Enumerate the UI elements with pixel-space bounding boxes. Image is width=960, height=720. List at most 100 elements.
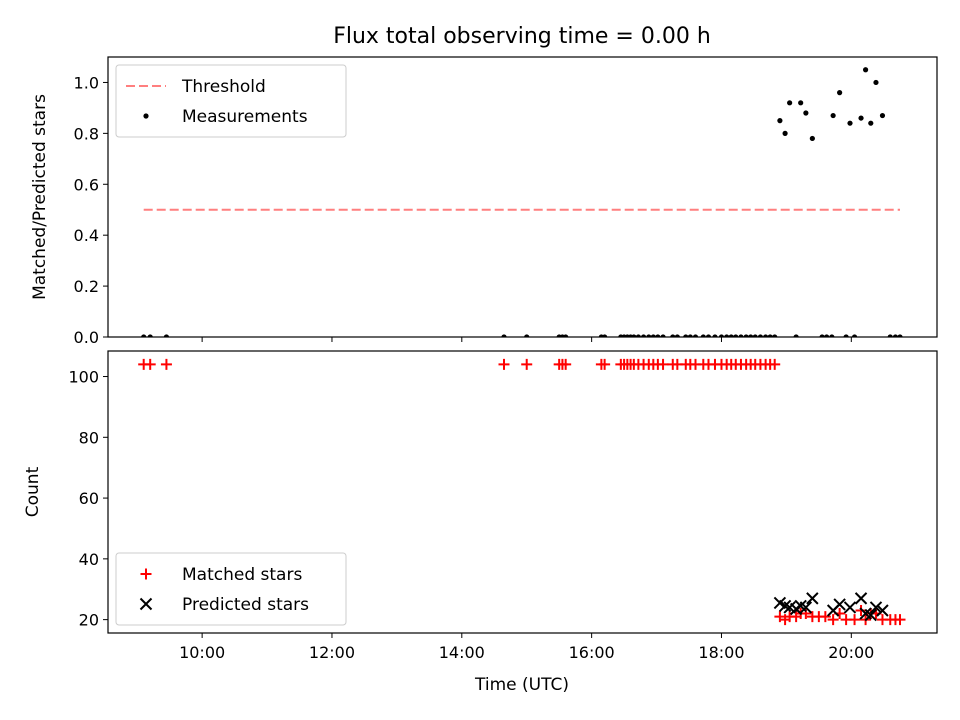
chart-title: Flux total observing time = 0.00 h (333, 24, 711, 49)
legend-swatch (139, 597, 153, 611)
data-point (862, 67, 869, 73)
data-point (670, 334, 676, 337)
data-point (868, 120, 874, 126)
x-axis-label: Time (UTC) (474, 675, 569, 695)
data-point (849, 614, 861, 626)
data-point (501, 334, 507, 337)
data-point (879, 112, 886, 119)
data-point (524, 334, 530, 337)
legend-label: Threshold (181, 77, 266, 97)
data-point (819, 334, 825, 337)
data-point (824, 334, 830, 337)
data-point (830, 112, 836, 119)
legend-label: Predicted stars (182, 595, 309, 615)
top-panel-ratio: 0.0 0.2 0.4 0.6 0.8 1.0 Matched/Predicted star… (30, 56, 938, 347)
data-point (640, 334, 647, 337)
data-point (819, 611, 831, 623)
data-point (847, 120, 853, 126)
bottom-y-tick-label: 60 (79, 489, 99, 508)
x-tick-label: 12:00 (309, 643, 355, 662)
data-point (674, 334, 680, 337)
data-point (631, 334, 637, 337)
data-point (757, 334, 764, 337)
top-series-measurements (141, 67, 903, 337)
data-point (752, 334, 758, 337)
top-legend-box (115, 64, 347, 138)
data-point (772, 334, 778, 337)
bottom-y-axis-label: Count (23, 466, 43, 517)
bottom-y-tick-label: 80 (79, 428, 99, 447)
x-tick-label: 14:00 (439, 643, 485, 662)
data-point (738, 334, 744, 337)
data-point (869, 601, 883, 614)
data-point (829, 334, 835, 337)
legend-swatch (143, 113, 149, 119)
legend-swatch (140, 568, 152, 580)
data-point (657, 358, 669, 370)
data-point (743, 334, 749, 337)
top-y-tick-label: 0.6 (74, 175, 99, 194)
data-point (851, 334, 858, 337)
data-point (733, 334, 739, 337)
data-point (876, 604, 889, 617)
top-y-tick-label: 0.0 (74, 328, 99, 347)
data-point (887, 334, 893, 337)
data-point (843, 334, 849, 337)
bottom-plot-area (138, 358, 906, 626)
data-point (843, 601, 857, 614)
bottom-legend: Matched stars Predicted stars (115, 552, 347, 626)
data-point (892, 334, 899, 337)
data-point (799, 601, 813, 614)
top-legend: Threshold Measurements (115, 64, 347, 138)
x-tick-label: 10:00 (179, 643, 225, 662)
data-point (563, 334, 569, 337)
data-point (650, 334, 656, 337)
data-point (763, 334, 769, 337)
data-point (837, 90, 843, 96)
bottom-y-tick-label: 20 (79, 611, 99, 630)
data-point (635, 334, 641, 337)
top-y-tick-label: 0.2 (74, 277, 99, 296)
bottom-y-tick-label: 100 (68, 368, 99, 387)
data-point (767, 334, 773, 337)
data-point (858, 115, 864, 121)
bottom-series-matched-stars (138, 358, 906, 626)
x-tick-label: 20:00 (828, 643, 874, 662)
data-point (728, 334, 734, 337)
data-point (160, 358, 172, 370)
bottom-axes-frame (107, 350, 938, 634)
data-point (806, 592, 819, 605)
bottom-legend-box (115, 552, 347, 626)
data-point (599, 358, 611, 370)
data-point (748, 334, 754, 337)
top-axes-frame (107, 56, 938, 338)
data-point (700, 334, 706, 337)
data-point (787, 100, 793, 106)
top-y-tick-label: 1.0 (74, 73, 99, 92)
data-point (521, 358, 533, 370)
data-point (705, 334, 712, 337)
data-point (602, 334, 608, 337)
data-point (897, 334, 903, 337)
top-plot-area (141, 67, 903, 337)
data-point (655, 334, 661, 337)
data-point (873, 79, 879, 86)
bottom-panel-counts: 20 40 60 80 100 10:00 12:00 14:00 16:00 18:00 20:0… (23, 350, 938, 662)
data-point (712, 334, 718, 337)
data-point (692, 334, 699, 337)
data-point (718, 334, 725, 337)
x-tick-label: 18:00 (698, 643, 744, 662)
data-point (646, 334, 652, 337)
legend-label: Matched stars (182, 565, 302, 585)
data-point (833, 598, 846, 611)
data-point (687, 334, 693, 337)
data-point (782, 130, 788, 136)
bottom-series-predicted-stars (773, 592, 889, 622)
x-tick-label: 16:00 (569, 643, 615, 662)
data-point (809, 135, 815, 142)
data-point (683, 334, 689, 337)
data-point (769, 358, 781, 370)
data-point (827, 614, 839, 626)
data-point (141, 334, 147, 337)
